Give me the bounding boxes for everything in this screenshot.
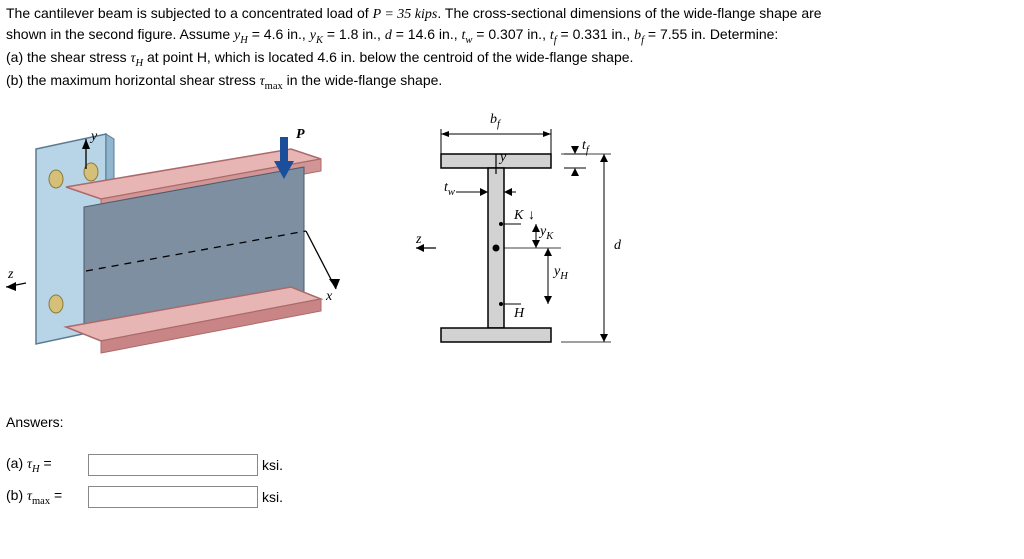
a-prefix: (a) [6, 455, 27, 471]
lbl-tw-sub: w [448, 187, 455, 198]
var-d: d [385, 28, 392, 43]
text: (b) the maximum horizontal shear stress [6, 72, 260, 88]
answer-row-b: (b) τmax = ksi. [6, 486, 1018, 508]
axis-x: x [326, 289, 332, 305]
unit-a: ksi. [262, 457, 283, 473]
lbl-bf: b [490, 112, 497, 127]
answer-row-a: (a) τH = ksi. [6, 454, 1018, 476]
figure-cross-section: bf tf tw y z K ↓ yK yH H d [386, 114, 666, 384]
a-sub: H [32, 464, 40, 475]
val: = 0.331 in., [557, 26, 634, 42]
val: = 7.55 in. Determine: [644, 26, 778, 42]
answer-a-input[interactable] [88, 454, 258, 476]
axis-y: y [91, 129, 97, 145]
val: = 14.6 in., [392, 26, 462, 42]
problem-statement: The cantilever beam is subjected to a co… [6, 4, 1018, 94]
answers-heading: Answers: [6, 414, 1018, 430]
figures-row: y z x P [6, 114, 1018, 384]
lbl-H: H [514, 306, 524, 322]
b-eq: = [50, 487, 62, 503]
sub-yH: H [240, 35, 248, 46]
axis-y2: y [500, 150, 506, 166]
b-sub: max [32, 496, 50, 507]
text: The cantilever beam is subjected to a co… [6, 5, 373, 21]
val: = 1.8 in., [323, 26, 385, 42]
text: . The cross-sectional dimensions of the … [437, 5, 821, 21]
lbl-bf-sub: f [497, 119, 500, 130]
lbl-tf-sub: f [586, 145, 589, 156]
var-P: P = 35 kips [373, 7, 438, 22]
b-prefix: (b) [6, 487, 27, 503]
text: at point H, which is located 4.6 in. bel… [143, 49, 633, 65]
sub-taumax: max [265, 81, 283, 92]
text: (a) the shear stress [6, 49, 131, 65]
a-eq: = [40, 455, 52, 471]
axis-z2: z [416, 232, 421, 248]
text: in the wide-flange shape. [283, 72, 443, 88]
text: shown in the second figure. Assume [6, 26, 234, 42]
lbl-yH-sub: H [560, 271, 568, 282]
val: = 4.6 in., [248, 26, 310, 42]
lbl-yK-sub: K [546, 231, 553, 242]
lbl-K: K [514, 208, 523, 224]
label-P: P [296, 127, 305, 143]
figure-3d-beam: y z x P [6, 119, 346, 379]
axis-z: z [8, 267, 13, 283]
unit-b: ksi. [262, 489, 283, 505]
lbl-d: d [614, 238, 621, 254]
answer-b-input[interactable] [88, 486, 258, 508]
val: = 0.307 in., [472, 26, 549, 42]
sub-yK: K [316, 35, 323, 46]
sub-tauH: H [136, 58, 144, 69]
